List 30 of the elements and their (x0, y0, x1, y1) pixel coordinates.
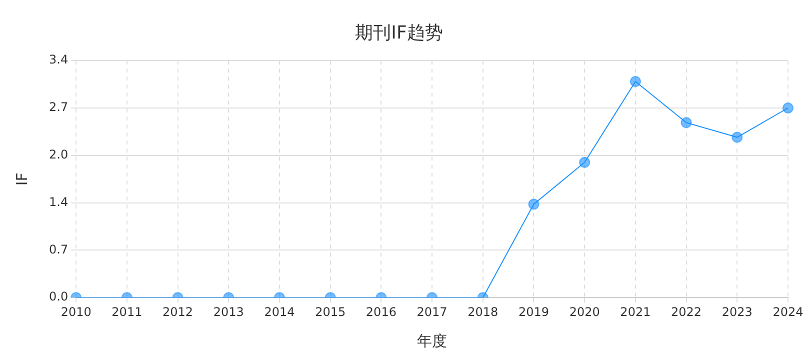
x-tick-label: 2021 (620, 304, 651, 319)
y-tick-label: 2.0 (48, 148, 68, 162)
x-tick-label: 2024 (772, 304, 804, 319)
x-tick-label: 2010 (60, 304, 92, 319)
point (680, 117, 692, 128)
point (782, 102, 794, 114)
y-tick-label: 2.7 (48, 100, 68, 114)
x-axis-title: 年度 (417, 332, 448, 350)
y-tick-label: 0.7 (48, 242, 68, 256)
x-tick-label: 2016 (366, 304, 396, 319)
y-tick-label: 1.4 (48, 194, 68, 209)
x-tick-label: 2011 (112, 304, 142, 319)
point (630, 76, 641, 88)
y-axis-title: IF (12, 172, 31, 186)
point (579, 156, 590, 168)
x-tick-label: 2023 (722, 304, 752, 319)
x-tick-label: 2013 (213, 304, 244, 319)
x-tick-label: 2022 (671, 304, 702, 319)
x-tick-label: 2017 (416, 304, 448, 319)
x-tick-label: 2015 (315, 304, 346, 319)
point (528, 198, 540, 210)
chart-title: 期刊IF趋势 (355, 22, 443, 44)
x-tick-label: 2018 (468, 304, 498, 319)
x-tick-label: 2012 (162, 304, 194, 319)
x-tick-label: 2019 (518, 304, 550, 319)
x-tick-label: 2020 (569, 304, 600, 319)
y-tick-label: 3.4 (48, 52, 68, 67)
point (732, 132, 743, 143)
y-tick-label: 0.0 (48, 290, 68, 304)
x-tick-label: 2014 (264, 304, 295, 319)
